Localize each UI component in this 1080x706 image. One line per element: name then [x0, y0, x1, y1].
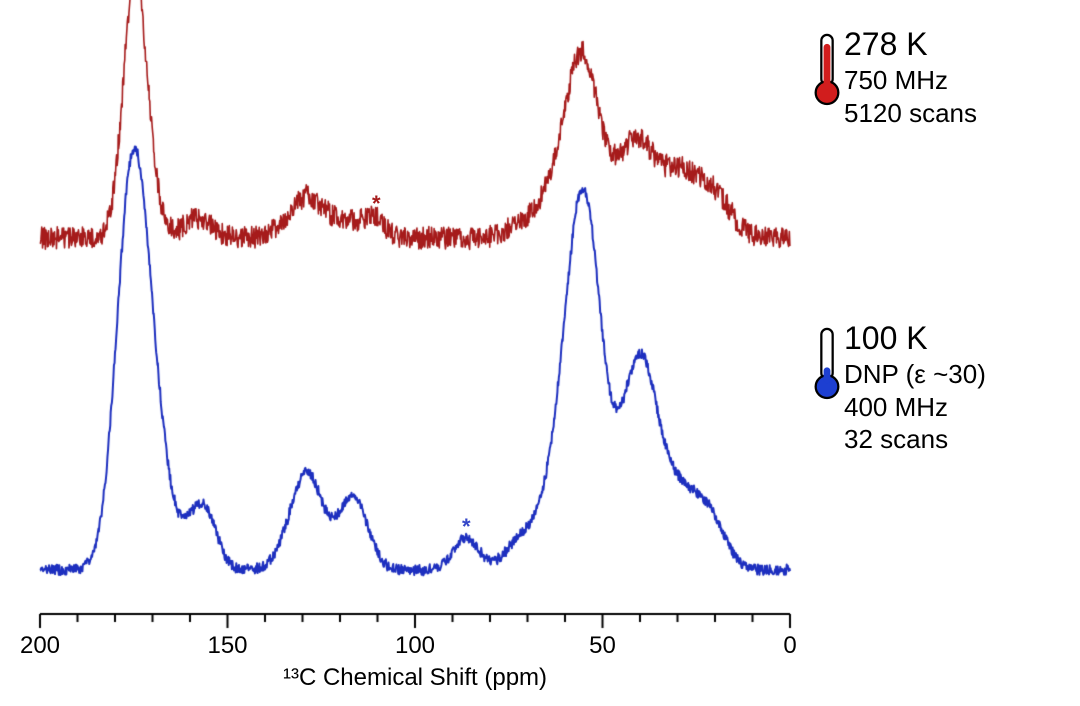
- legend-bottom-line3: 32 scans: [844, 423, 986, 456]
- legend-top: 278 K 750 MHz 5120 scans: [810, 24, 977, 129]
- x-tick-label: 100: [395, 632, 435, 660]
- thermometer-icon: [810, 30, 844, 110]
- x-tick-label: 50: [589, 632, 616, 660]
- legend-bottom: 100 K DNP (ε ~30) 400 MHz 32 scans: [810, 318, 986, 456]
- x-tick-label: 0: [783, 632, 796, 660]
- x-tick-label: 150: [207, 632, 247, 660]
- legend-top-line1: 750 MHz: [844, 64, 977, 97]
- x-tick-label: 200: [20, 632, 60, 660]
- legend-top-title: 278 K: [844, 24, 977, 64]
- legend-bottom-title: 100 K: [844, 318, 986, 358]
- asterisk-marker-top: *: [372, 191, 381, 217]
- x-axis-label: ¹³C Chemical Shift (ppm): [283, 664, 547, 692]
- legend-bottom-line2: 400 MHz: [844, 391, 986, 424]
- asterisk-marker-bottom: *: [462, 514, 471, 540]
- thermometer-icon: [810, 324, 844, 404]
- legend-bottom-line1: DNP (ε ~30): [844, 358, 986, 391]
- legend-top-line2: 5120 scans: [844, 97, 977, 130]
